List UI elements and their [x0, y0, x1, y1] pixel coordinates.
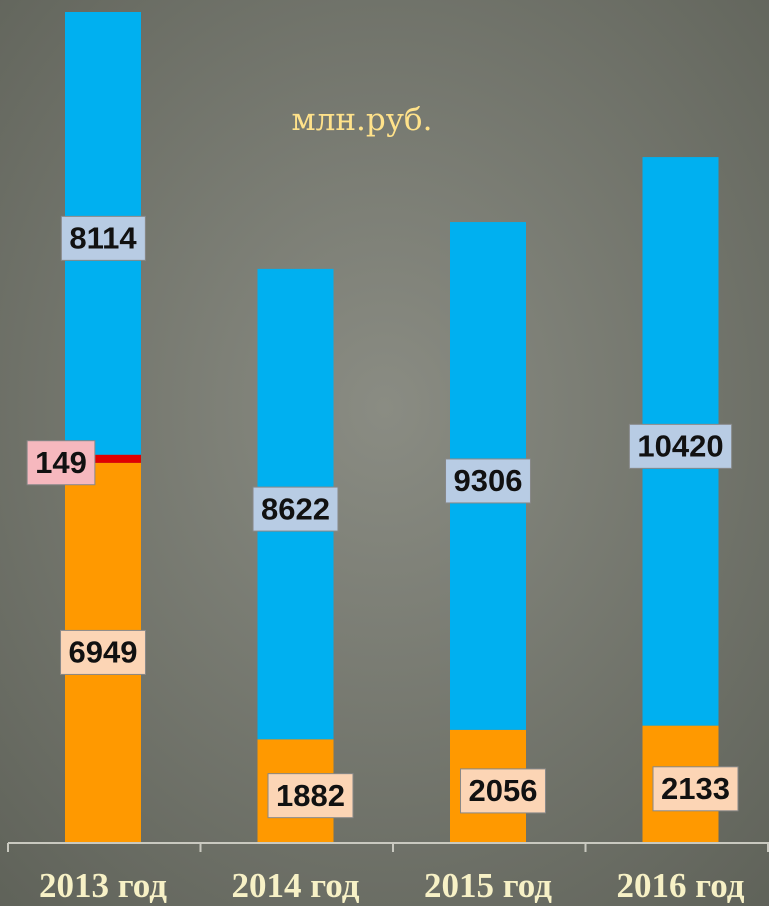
data-label-text: 6949 — [69, 635, 138, 670]
data-label-box — [460, 768, 546, 814]
data-label-box — [60, 629, 146, 675]
data-label: 8622 — [252, 486, 339, 532]
x-tick-label: 2013 год — [39, 866, 167, 905]
data-label-text: 9306 — [454, 463, 523, 498]
x-tick-label: 2014 год — [232, 866, 360, 905]
data-label: 8114 — [60, 215, 146, 261]
data-label: 9306 — [445, 458, 531, 504]
data-label-text: 8622 — [261, 491, 330, 526]
bar-segment — [65, 454, 141, 463]
data-label-box — [628, 423, 733, 469]
data-label: 149 — [26, 440, 96, 486]
data-label: 6949 — [60, 629, 146, 675]
data-label-text: 2133 — [661, 771, 730, 806]
data-label-text: 1882 — [276, 778, 345, 813]
data-label-box — [445, 458, 531, 504]
data-label: 1882 — [267, 773, 354, 819]
x-tick-label: 2015 год — [424, 866, 552, 905]
data-label-box — [652, 766, 739, 812]
data-label: 2133 — [652, 766, 739, 812]
data-label-box — [26, 440, 96, 486]
data-label-text: 2056 — [469, 773, 538, 808]
data-label-text: 10420 — [637, 429, 723, 464]
subtitle: млн.руб. — [292, 102, 433, 138]
data-label-text: 149 — [35, 445, 87, 480]
data-label-box — [267, 773, 354, 819]
data-label-text: 8114 — [69, 221, 137, 256]
data-label-box — [60, 215, 146, 261]
x-tick-label: 2016 год — [617, 866, 745, 905]
data-label-box — [252, 486, 339, 532]
data-label: 10420 — [628, 423, 733, 469]
data-label: 2056 — [460, 768, 546, 814]
